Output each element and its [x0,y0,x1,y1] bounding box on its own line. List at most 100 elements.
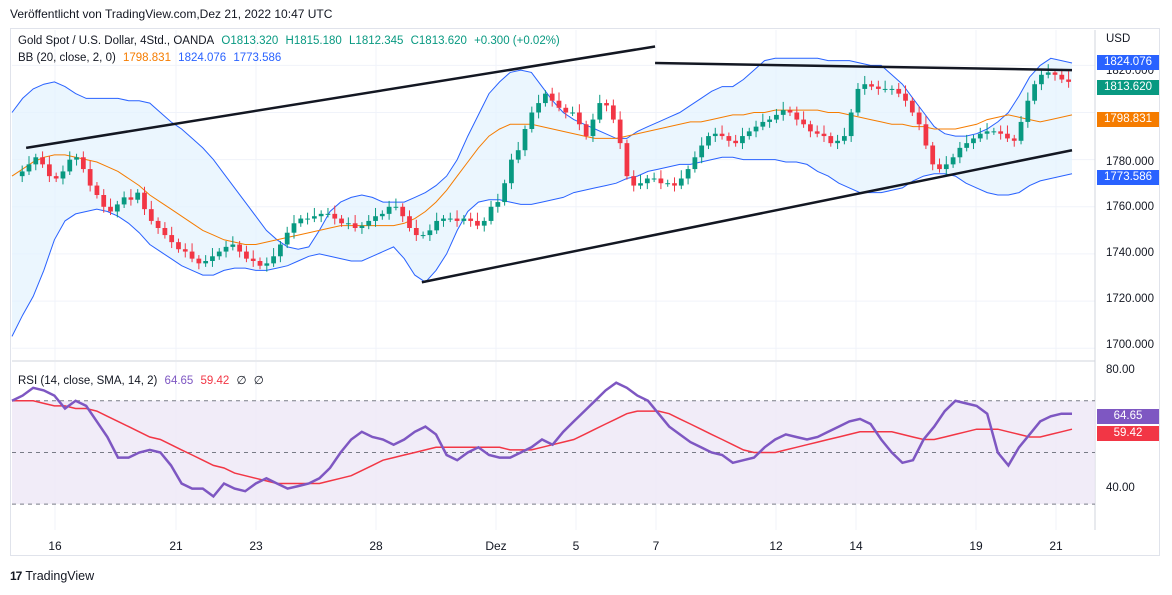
bb-lower-value: 1773.586 [233,52,282,64]
candle-body [644,178,650,184]
candle-body [672,183,677,186]
rsi-tick: 80.00 [1106,364,1135,376]
candle-body [909,100,915,113]
candle-body [169,235,175,243]
candle-body [284,232,290,245]
candle-body [665,183,671,185]
candle-body [128,197,134,200]
candle-body [984,131,990,134]
candle-body [712,133,718,137]
candle-body [896,88,902,94]
bb-lower-line [11,156,1073,337]
bb-basis-tag: 1798.831 [1097,112,1159,127]
candle-body [60,171,66,179]
candle-body [882,88,888,90]
candle-body [841,136,847,141]
trendlines [25,45,1073,284]
candle-body [33,157,39,165]
candle-body [427,230,433,236]
candle-body [563,107,569,113]
price-tick: 1700.000 [1106,339,1154,351]
candle-body [114,204,120,212]
candle-body [733,140,739,144]
candle-body [943,164,949,170]
candle-body [210,256,215,261]
candle-body [617,119,623,144]
candle-body [475,220,480,226]
time-tick: 23 [249,539,263,553]
high-value: H1815.180 [285,35,342,47]
candles [19,64,1071,272]
candle-body [937,164,942,170]
candle-body [875,86,881,89]
candle-body [1005,133,1010,139]
candle-body [515,150,521,160]
candle-body [746,131,752,137]
candle-body [373,216,378,221]
candle-body [1025,100,1031,122]
time-tick: 14 [849,539,863,553]
candle-body [291,223,297,233]
candle-body [19,171,25,177]
candle-body [1018,121,1024,141]
candle-body [26,164,32,172]
rsi-sma-tag: 59.42 [1097,426,1159,441]
bb-legend: BB (20, close, 2, 0) 1798.831 1824.076 1… [18,52,285,64]
time-tick: Dez [485,539,507,553]
bb-lower-tag: 1773.586 [1097,170,1159,185]
candle-body [400,206,406,217]
candle-body [345,223,351,225]
candle-body [651,178,657,180]
symbol-title[interactable]: Gold Spot / U.S. Dollar, 4Std., OANDA [18,35,215,47]
rsi-label[interactable]: RSI (14, close, SMA, 14, 2) [18,375,158,387]
candle-body [522,129,528,151]
time-tick: 12 [769,539,783,553]
candle-body [339,218,344,224]
candle-body [386,206,392,214]
candle-body [434,220,440,231]
candle-body [271,256,276,264]
candle-body [155,220,161,228]
rsi-tick: 40.00 [1106,482,1135,494]
chart-frame [10,28,1160,556]
footer-brand[interactable]: 17 TradingView [10,569,94,583]
brand-name: TradingView [25,569,95,583]
rsi-pane [11,381,1095,505]
candle-body [332,213,338,219]
candle-body [87,169,93,186]
candle-body [488,206,494,221]
candle-body [678,178,684,186]
bb-upper-line [11,57,1073,250]
candle-body [67,159,73,172]
candle-body [244,251,249,259]
candle-body [801,119,806,125]
candle-body [454,218,460,221]
candle-body [794,112,800,120]
candle-body [848,112,854,137]
bb-basis-line [11,109,1073,245]
candle-body [767,119,773,122]
candle-body [223,246,229,252]
candle-body [468,218,474,221]
candle-body [278,244,283,257]
published-caption: Veröffentlicht von TradingView.com,Dez 2… [10,7,333,21]
candle-body [583,124,589,137]
candle-body [610,105,616,120]
time-tick: 21 [169,539,183,553]
candle-body [318,213,324,217]
candle-body [46,164,52,177]
bb-label[interactable]: BB (20, close, 2, 0) [18,52,116,64]
candle-body [828,136,834,144]
candle-body [447,218,453,220]
candle-body [556,100,562,108]
candle-body [196,258,202,264]
candle-body [176,242,181,250]
candle-body [638,183,643,186]
candle-body [257,261,263,266]
candle-body [549,93,555,101]
candle-body [407,216,412,228]
candle-body [787,110,793,113]
candle-body [230,244,236,247]
candle-body [808,124,813,132]
